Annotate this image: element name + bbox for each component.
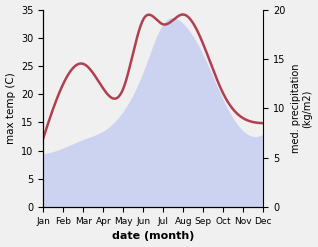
Y-axis label: max temp (C): max temp (C) bbox=[5, 72, 16, 144]
X-axis label: date (month): date (month) bbox=[112, 231, 194, 242]
Y-axis label: med. precipitation
(kg/m2): med. precipitation (kg/m2) bbox=[291, 64, 313, 153]
